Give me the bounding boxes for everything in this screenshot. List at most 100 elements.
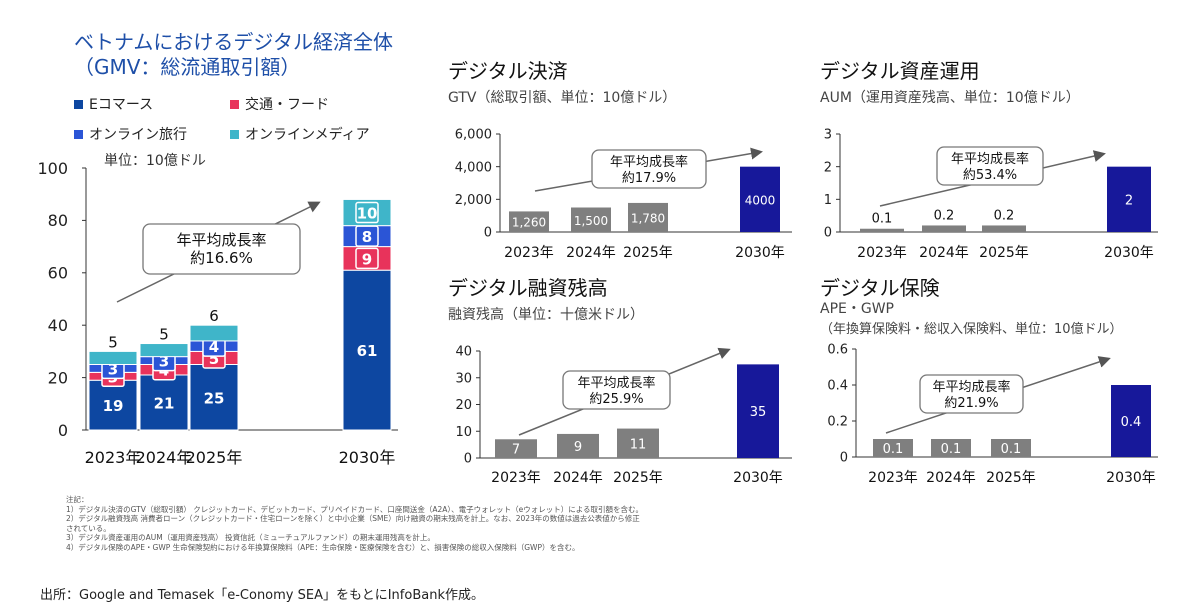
insurance-x-tick-label: 2023年 [868,470,918,486]
assets-y-tick-label: 1 [824,193,832,208]
lending-bar [617,428,659,458]
gmv-bar-segment [139,343,189,358]
insurance-value-label: 0.1 [883,442,904,457]
assets-x-tick-label: 2030年 [1104,245,1154,261]
gmv-bar-segment [139,374,189,431]
lending-annotation-box [562,370,671,410]
payments-bar [628,202,668,232]
gmv-value-label: 3 [108,360,118,378]
lending-value-label: 11 [630,437,647,452]
gmv-value-label: 6 [209,307,219,325]
legend-item-transport: 交通・フード [230,94,329,114]
assets-value-label: 0.2 [994,208,1015,223]
gmv-value-label-box [355,201,379,224]
gmv-y-tick-label: 0 [58,421,68,440]
legend-item-media: オンラインメディア [230,124,370,144]
gmv-bar-segment [342,269,392,431]
lending-annotation-line1: 年平均成長率 [577,375,655,391]
main-title-line2: （GMV：総流通取引額） [74,55,301,79]
assets-annotation-line2: 約53.4% [963,168,1017,183]
assets-value-label: 2 [1125,193,1133,208]
insurance-annotation-line2: 約21.9% [944,396,998,411]
lending-y-tick-label: 20 [455,398,472,413]
payments-bar [740,166,780,232]
payments-value-label: 1,500 [574,214,608,228]
insurance-annotation-line1: 年平均成長率 [932,379,1010,395]
gmv-value-label: 5 [159,326,169,344]
lending-bar [557,433,599,458]
payments-y-tick-label: 4,000 [455,160,492,175]
gmv-value-label: 19 [103,397,124,415]
insurance-x-tick-label: 2024年 [926,470,976,486]
assets-bar [922,225,966,232]
source-credit: 出所：Google and Temasek「e-Conomy SEA」をもとにI… [40,588,484,603]
assets-x-tick-label: 2024年 [919,245,969,261]
lending-bar [495,439,537,458]
assets-x-tick-label: 2025年 [979,245,1029,261]
note-4: 4）デジタル保険のAPE・GWP 生命保険契約における年換算保険料（APE：生命… [66,542,580,552]
payments-value-label: 1,260 [512,216,546,230]
payments-y-tick-label: 6,000 [455,128,492,143]
gmv-value-label: 5 [209,350,219,368]
gmv-value-label: 10 [357,205,378,223]
insurance-subtitle: APE・GWP [820,301,894,317]
gmv-value-label: 25 [204,389,225,407]
gmv-y-tick-label: 80 [48,211,68,230]
gmv-annotation-line1: 年平均成長率 [176,231,266,249]
assets-subtitle: AUM（運用資産残高、単位：10億ドル） [820,90,1080,106]
insurance-y-tick-label: 0.2 [827,415,848,430]
gmv-value-label: 3 [159,353,169,371]
insurance-title: デジタル保険 [820,276,940,300]
assets-bar [1107,166,1151,232]
lending-value-label: 7 [512,443,520,458]
gmv-value-label: 8 [362,228,372,246]
insurance-x-tick-label: 2025年 [986,470,1036,486]
insurance-bar [873,439,913,457]
assets-bar [982,225,1026,232]
main-title-line1: ベトナムにおけるデジタル経済全体 [74,30,393,54]
assets-y-tick-label: 3 [824,128,832,143]
notes-heading: 注記： [66,495,89,504]
assets-value-label: 0.1 [872,212,893,227]
gmv-x-tick-label: 2024年 [136,448,193,467]
lending-y-tick-label: 0 [464,452,472,467]
insurance-bar [1111,385,1151,457]
gmv-bar-segment [88,350,138,365]
insurance-value-label: 0.4 [1121,415,1142,430]
payments-x-tick-label: 2030年 [735,245,785,261]
lending-y-tick-label: 30 [455,371,472,386]
lending-y-tick-label: 10 [455,425,472,440]
lending-annotation-line2: 約25.9% [589,392,643,407]
assets-annotation-line1: 年平均成長率 [951,151,1029,167]
note-3: 3）デジタル資産運用のAUM（運用資産残高） 投資信託（ミューチュアルファンド）… [66,533,435,542]
lending-x-tick-label: 2025年 [613,470,663,486]
gmv-bar-segment [189,364,239,431]
insurance-x-tick-label: 2030年 [1106,470,1156,486]
assets-title: デジタル資産運用 [820,59,980,83]
legend-swatch-media [230,129,239,139]
lending-y-tick-label: 40 [455,345,472,360]
lending-value-label: 35 [750,405,767,420]
lending-subtitle: 融資残高（単位：十億米ドル） [448,307,644,323]
gmv-value-label-box [355,247,379,270]
payments-y-tick-label: 2,000 [455,193,492,208]
gmv-x-tick-label: 2025年 [186,448,243,467]
payments-subtitle: GTV（総取引額、単位：10億ドル） [448,90,677,106]
payments-annotation-line1: 年平均成長率 [610,154,688,170]
note-1: 1）デジタル決済のGTV（総取引額） クレジットカード、デビットカード、プリペイ… [66,504,644,514]
main-unit-label: 単位：10億ドル [104,153,206,169]
insurance-value-label: 0.1 [1001,442,1022,457]
gmv-y-tick-label: 20 [48,368,68,387]
payments-title: デジタル決済 [448,59,568,83]
gmv-value-label: 9 [362,250,372,268]
payments-x-tick-label: 2025年 [623,245,673,261]
payments-value-label: 4000 [745,193,776,207]
gmv-y-tick-label: 40 [48,316,68,335]
assets-annotation-box [936,146,1044,186]
assets-y-tick-label: 2 [824,160,832,175]
lending-bar [737,364,779,458]
lending-value-label: 9 [574,440,582,455]
legend-label-transport: 交通・フード [245,97,329,113]
lending-x-tick-label: 2024年 [553,470,603,486]
gmv-value-label: 21 [154,394,175,412]
